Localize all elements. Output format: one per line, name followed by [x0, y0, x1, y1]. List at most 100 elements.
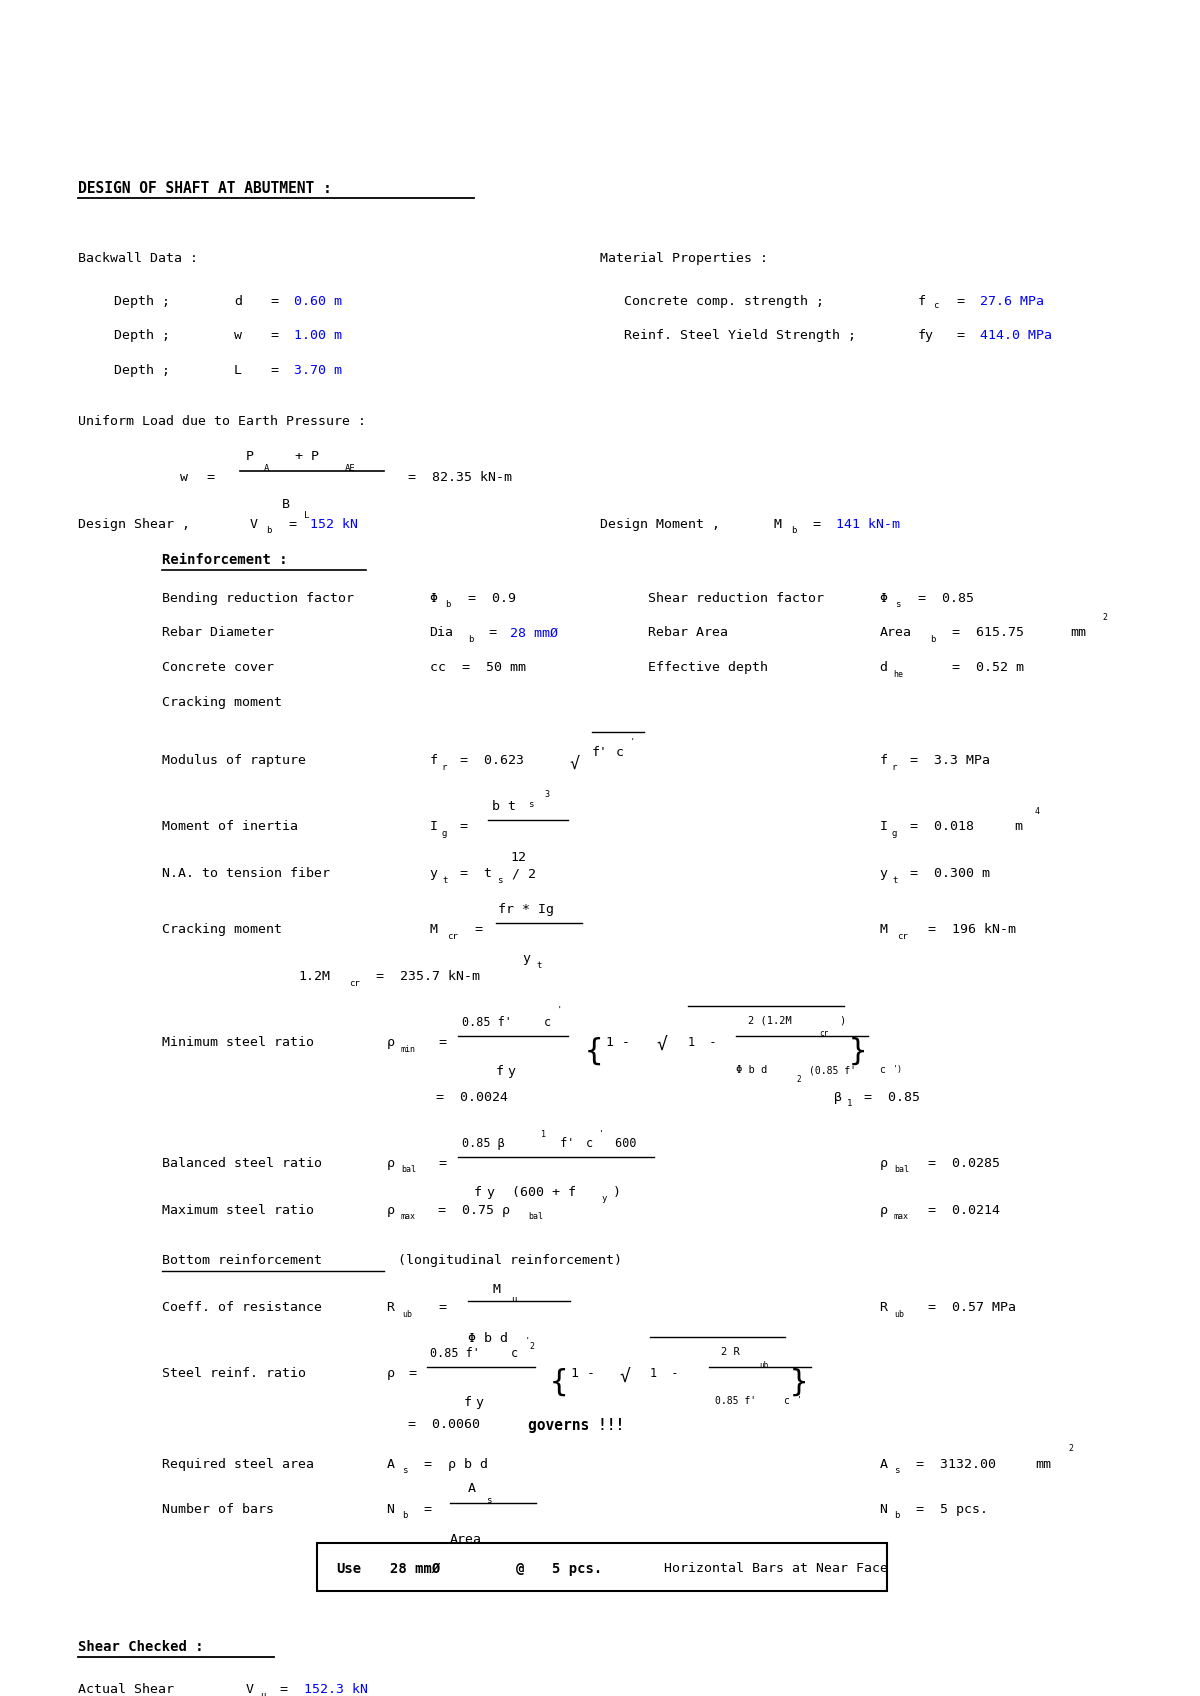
Text: ρ: ρ	[386, 1157, 395, 1170]
Text: Horizontal Bars at Near Face: Horizontal Bars at Near Face	[648, 1562, 888, 1576]
Text: b: b	[504, 1543, 509, 1552]
Text: ): )	[613, 1186, 622, 1199]
Text: L: L	[234, 365, 242, 377]
Text: y: y	[522, 951, 530, 965]
Text: Maximum steel ratio: Maximum steel ratio	[162, 1204, 314, 1216]
Text: Balanced steel ratio: Balanced steel ratio	[162, 1157, 322, 1170]
Text: r: r	[442, 763, 446, 772]
Text: R: R	[880, 1301, 888, 1314]
Text: governs !!!: governs !!!	[528, 1418, 624, 1433]
Text: (0.85 f': (0.85 f'	[809, 1065, 856, 1075]
Text: @: @	[516, 1562, 524, 1576]
Text: mm: mm	[1036, 1459, 1051, 1470]
Text: f: f	[918, 295, 926, 307]
Text: M: M	[880, 923, 888, 936]
Text: =  0.75 ρ: = 0.75 ρ	[438, 1204, 510, 1216]
Text: b: b	[402, 1511, 407, 1520]
Text: 1 -: 1 -	[606, 1036, 630, 1050]
Text: Use: Use	[336, 1562, 361, 1576]
Text: c: c	[586, 1136, 593, 1150]
Text: c: c	[511, 1347, 518, 1360]
Text: =: =	[270, 329, 278, 343]
Text: Shear reduction factor: Shear reduction factor	[648, 592, 824, 605]
Text: 5 pcs.: 5 pcs.	[552, 1562, 602, 1576]
Text: P: P	[246, 451, 254, 463]
Text: f: f	[496, 1065, 504, 1079]
Text: ρ: ρ	[386, 1036, 395, 1050]
Text: Reinf. Steel Yield Strength ;: Reinf. Steel Yield Strength ;	[624, 329, 856, 343]
Text: ': '	[524, 1336, 529, 1347]
Text: cc  =  50 mm: cc = 50 mm	[430, 661, 526, 673]
Text: y: y	[475, 1396, 484, 1409]
Text: Backwall Data :: Backwall Data :	[78, 251, 198, 265]
Text: '): ')	[893, 1065, 902, 1074]
Text: d: d	[234, 295, 242, 307]
Text: =  0.018: = 0.018	[910, 821, 973, 833]
Text: =  3.3 MPa: = 3.3 MPa	[910, 755, 990, 767]
Text: t: t	[443, 875, 448, 885]
Text: Depth ;: Depth ;	[114, 329, 170, 343]
Text: y: y	[880, 867, 888, 880]
Text: c: c	[880, 1065, 886, 1075]
Text: max: max	[894, 1213, 910, 1221]
Text: DESIGN OF SHAFT AT ABUTMENT :: DESIGN OF SHAFT AT ABUTMENT :	[78, 181, 331, 197]
Text: mm: mm	[1070, 626, 1086, 639]
Text: Shear Checked :: Shear Checked :	[78, 1640, 204, 1654]
Text: Coeff. of resistance: Coeff. of resistance	[162, 1301, 322, 1314]
Text: s: s	[528, 801, 533, 809]
Text: y: y	[430, 867, 438, 880]
Text: 414.0 MPa: 414.0 MPa	[980, 329, 1052, 343]
Text: b: b	[445, 600, 450, 609]
Text: =  ρ b d: = ρ b d	[424, 1459, 487, 1470]
Text: fy: fy	[918, 329, 934, 343]
Text: ub: ub	[760, 1360, 769, 1370]
Text: Φ: Φ	[430, 592, 438, 605]
Text: ub: ub	[894, 1309, 904, 1319]
Text: Rebar Area: Rebar Area	[648, 626, 728, 639]
Text: =: =	[424, 1503, 432, 1516]
Text: cr: cr	[820, 1029, 829, 1038]
Text: t: t	[536, 960, 541, 970]
Text: =: =	[460, 821, 468, 833]
Text: m: m	[1014, 821, 1022, 833]
Text: =  0.623: = 0.623	[460, 755, 523, 767]
Text: r: r	[892, 763, 896, 772]
Text: c: c	[934, 302, 938, 310]
Text: Effective depth: Effective depth	[648, 661, 768, 673]
Text: =  0.300 m: = 0.300 m	[910, 867, 990, 880]
Text: ρ: ρ	[386, 1204, 395, 1216]
Text: =: =	[956, 329, 965, 343]
Text: Uniform Load due to Earth Pressure :: Uniform Load due to Earth Pressure :	[78, 416, 366, 427]
Text: =  0.85: = 0.85	[864, 1091, 920, 1104]
Text: c: c	[544, 1016, 551, 1029]
Text: =: =	[812, 517, 821, 531]
Text: Φ b d: Φ b d	[468, 1331, 508, 1345]
Text: 12: 12	[510, 851, 526, 863]
Text: 1: 1	[847, 1099, 852, 1107]
Text: A: A	[264, 465, 269, 473]
Text: t: t	[893, 875, 898, 885]
Text: 2 R: 2 R	[721, 1347, 740, 1357]
Text: ': '	[599, 1130, 604, 1138]
Text: 152.3 kN: 152.3 kN	[304, 1682, 367, 1696]
Text: =  3132.00: = 3132.00	[916, 1459, 996, 1470]
Text: ρ: ρ	[386, 1367, 395, 1381]
Text: 1: 1	[541, 1130, 546, 1138]
Text: 3: 3	[545, 790, 550, 799]
Text: Area: Area	[880, 626, 912, 639]
Text: 141 kN-m: 141 kN-m	[836, 517, 900, 531]
Text: w: w	[180, 471, 188, 483]
Text: B: B	[282, 499, 290, 510]
Text: 1 -: 1 -	[571, 1367, 595, 1381]
Text: Bending reduction factor: Bending reduction factor	[162, 592, 354, 605]
Text: =  196 kN-m: = 196 kN-m	[928, 923, 1015, 936]
Text: β: β	[834, 1091, 842, 1104]
Text: Design Moment ,: Design Moment ,	[600, 517, 720, 531]
Text: A: A	[468, 1482, 476, 1496]
Text: g: g	[892, 829, 896, 838]
Text: 600: 600	[608, 1136, 637, 1150]
Text: =  0.57 MPa: = 0.57 MPa	[928, 1301, 1015, 1314]
Text: √: √	[656, 1036, 667, 1055]
Text: I: I	[430, 821, 438, 833]
Text: =: =	[438, 1036, 446, 1050]
